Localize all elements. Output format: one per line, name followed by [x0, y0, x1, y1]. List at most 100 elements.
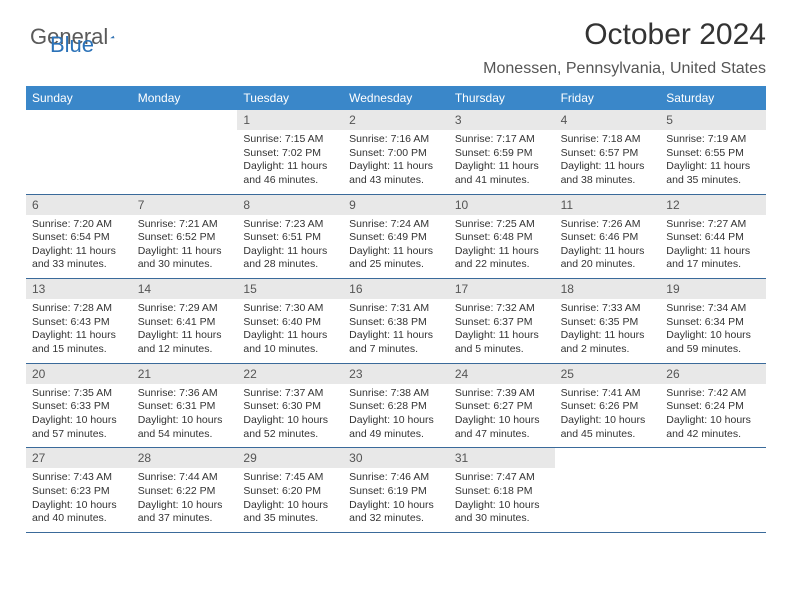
calendar-cell: 18Sunrise: 7:33 AMSunset: 6:35 PMDayligh…: [555, 279, 661, 363]
sunset-text: Sunset: 6:51 PM: [243, 231, 337, 245]
day-content: Sunrise: 7:21 AMSunset: 6:52 PMDaylight:…: [132, 215, 238, 279]
day-header: Monday: [132, 86, 238, 110]
day-content: Sunrise: 7:29 AMSunset: 6:41 PMDaylight:…: [132, 299, 238, 363]
day-content: Sunrise: 7:20 AMSunset: 6:54 PMDaylight:…: [26, 215, 132, 279]
day-content: Sunrise: 7:16 AMSunset: 7:00 PMDaylight:…: [343, 130, 449, 194]
sunset-text: Sunset: 6:27 PM: [455, 400, 549, 414]
calendar-cell: 16Sunrise: 7:31 AMSunset: 6:38 PMDayligh…: [343, 279, 449, 363]
daylight-text: Daylight: 11 hours and 20 minutes.: [561, 245, 655, 272]
sunset-text: Sunset: 6:54 PM: [32, 231, 126, 245]
calendar-cell: 11Sunrise: 7:26 AMSunset: 6:46 PMDayligh…: [555, 195, 661, 279]
sunrise-text: Sunrise: 7:17 AM: [455, 133, 549, 147]
location-subtitle: Monessen, Pennsylvania, United States: [26, 60, 766, 78]
sunrise-text: Sunrise: 7:25 AM: [455, 218, 549, 232]
daylight-text: Daylight: 11 hours and 2 minutes.: [561, 329, 655, 356]
sunset-text: Sunset: 6:38 PM: [349, 316, 443, 330]
daylight-text: Daylight: 11 hours and 33 minutes.: [32, 245, 126, 272]
day-number: 25: [555, 364, 661, 384]
day-number: [132, 110, 238, 116]
day-number: 2: [343, 110, 449, 130]
sunrise-text: Sunrise: 7:46 AM: [349, 471, 443, 485]
day-number: 23: [343, 364, 449, 384]
sunrise-text: Sunrise: 7:21 AM: [138, 218, 232, 232]
sunrise-text: Sunrise: 7:38 AM: [349, 387, 443, 401]
daylight-text: Daylight: 11 hours and 17 minutes.: [666, 245, 760, 272]
daylight-text: Daylight: 11 hours and 41 minutes.: [455, 160, 549, 187]
sunset-text: Sunset: 6:52 PM: [138, 231, 232, 245]
day-content: Sunrise: 7:26 AMSunset: 6:46 PMDaylight:…: [555, 215, 661, 279]
calendar-week: 6Sunrise: 7:20 AMSunset: 6:54 PMDaylight…: [26, 195, 766, 280]
calendar-cell: 17Sunrise: 7:32 AMSunset: 6:37 PMDayligh…: [449, 279, 555, 363]
calendar-cell: [132, 110, 238, 194]
day-number: 8: [237, 195, 343, 215]
sunset-text: Sunset: 6:20 PM: [243, 485, 337, 499]
day-number: 17: [449, 279, 555, 299]
sunset-text: Sunset: 6:37 PM: [455, 316, 549, 330]
day-content: Sunrise: 7:31 AMSunset: 6:38 PMDaylight:…: [343, 299, 449, 363]
calendar-cell: 31Sunrise: 7:47 AMSunset: 6:18 PMDayligh…: [449, 448, 555, 532]
daylight-text: Daylight: 11 hours and 30 minutes.: [138, 245, 232, 272]
sunrise-text: Sunrise: 7:28 AM: [32, 302, 126, 316]
calendar-cell: 10Sunrise: 7:25 AMSunset: 6:48 PMDayligh…: [449, 195, 555, 279]
calendar-cell: [660, 448, 766, 532]
day-number: [555, 448, 661, 454]
sunrise-text: Sunrise: 7:23 AM: [243, 218, 337, 232]
day-number: 26: [660, 364, 766, 384]
daylight-text: Daylight: 10 hours and 30 minutes.: [455, 499, 549, 526]
day-number: [26, 110, 132, 116]
calendar-cell: 21Sunrise: 7:36 AMSunset: 6:31 PMDayligh…: [132, 364, 238, 448]
day-content: Sunrise: 7:46 AMSunset: 6:19 PMDaylight:…: [343, 468, 449, 532]
daylight-text: Daylight: 11 hours and 46 minutes.: [243, 160, 337, 187]
daylight-text: Daylight: 11 hours and 22 minutes.: [455, 245, 549, 272]
daylight-text: Daylight: 11 hours and 28 minutes.: [243, 245, 337, 272]
sunrise-text: Sunrise: 7:42 AM: [666, 387, 760, 401]
day-number: 11: [555, 195, 661, 215]
daylight-text: Daylight: 10 hours and 47 minutes.: [455, 414, 549, 441]
day-number: 10: [449, 195, 555, 215]
calendar-cell: 8Sunrise: 7:23 AMSunset: 6:51 PMDaylight…: [237, 195, 343, 279]
day-number: 16: [343, 279, 449, 299]
daylight-text: Daylight: 11 hours and 15 minutes.: [32, 329, 126, 356]
calendar-cell: 26Sunrise: 7:42 AMSunset: 6:24 PMDayligh…: [660, 364, 766, 448]
calendar-cell: 1Sunrise: 7:15 AMSunset: 7:02 PMDaylight…: [237, 110, 343, 194]
logo-word2: Blue: [50, 32, 94, 58]
day-number: 4: [555, 110, 661, 130]
calendar-cell: 29Sunrise: 7:45 AMSunset: 6:20 PMDayligh…: [237, 448, 343, 532]
daylight-text: Daylight: 10 hours and 32 minutes.: [349, 499, 443, 526]
sunrise-text: Sunrise: 7:27 AM: [666, 218, 760, 232]
calendar-week: 27Sunrise: 7:43 AMSunset: 6:23 PMDayligh…: [26, 448, 766, 533]
day-content: Sunrise: 7:23 AMSunset: 6:51 PMDaylight:…: [237, 215, 343, 279]
day-number: [660, 448, 766, 454]
sunset-text: Sunset: 6:31 PM: [138, 400, 232, 414]
calendar-week: 13Sunrise: 7:28 AMSunset: 6:43 PMDayligh…: [26, 279, 766, 364]
daylight-text: Daylight: 10 hours and 54 minutes.: [138, 414, 232, 441]
day-number: 21: [132, 364, 238, 384]
sunrise-text: Sunrise: 7:35 AM: [32, 387, 126, 401]
sunset-text: Sunset: 6:18 PM: [455, 485, 549, 499]
day-content: Sunrise: 7:41 AMSunset: 6:26 PMDaylight:…: [555, 384, 661, 448]
day-header: Friday: [555, 86, 661, 110]
daylight-text: Daylight: 11 hours and 43 minutes.: [349, 160, 443, 187]
day-content: Sunrise: 7:17 AMSunset: 6:59 PMDaylight:…: [449, 130, 555, 194]
day-number: 7: [132, 195, 238, 215]
day-header: Tuesday: [237, 86, 343, 110]
day-number: 22: [237, 364, 343, 384]
day-number: 30: [343, 448, 449, 468]
calendar-cell: 13Sunrise: 7:28 AMSunset: 6:43 PMDayligh…: [26, 279, 132, 363]
day-number: 13: [26, 279, 132, 299]
sunset-text: Sunset: 6:41 PM: [138, 316, 232, 330]
sunrise-text: Sunrise: 7:32 AM: [455, 302, 549, 316]
daylight-text: Daylight: 11 hours and 10 minutes.: [243, 329, 337, 356]
day-content: Sunrise: 7:44 AMSunset: 6:22 PMDaylight:…: [132, 468, 238, 532]
sunset-text: Sunset: 6:46 PM: [561, 231, 655, 245]
day-number: 28: [132, 448, 238, 468]
sunrise-text: Sunrise: 7:24 AM: [349, 218, 443, 232]
day-content: Sunrise: 7:28 AMSunset: 6:43 PMDaylight:…: [26, 299, 132, 363]
sunset-text: Sunset: 6:30 PM: [243, 400, 337, 414]
daylight-text: Daylight: 10 hours and 57 minutes.: [32, 414, 126, 441]
sunset-text: Sunset: 6:49 PM: [349, 231, 443, 245]
sunrise-text: Sunrise: 7:34 AM: [666, 302, 760, 316]
day-number: 14: [132, 279, 238, 299]
sunset-text: Sunset: 6:24 PM: [666, 400, 760, 414]
calendar-cell: 7Sunrise: 7:21 AMSunset: 6:52 PMDaylight…: [132, 195, 238, 279]
